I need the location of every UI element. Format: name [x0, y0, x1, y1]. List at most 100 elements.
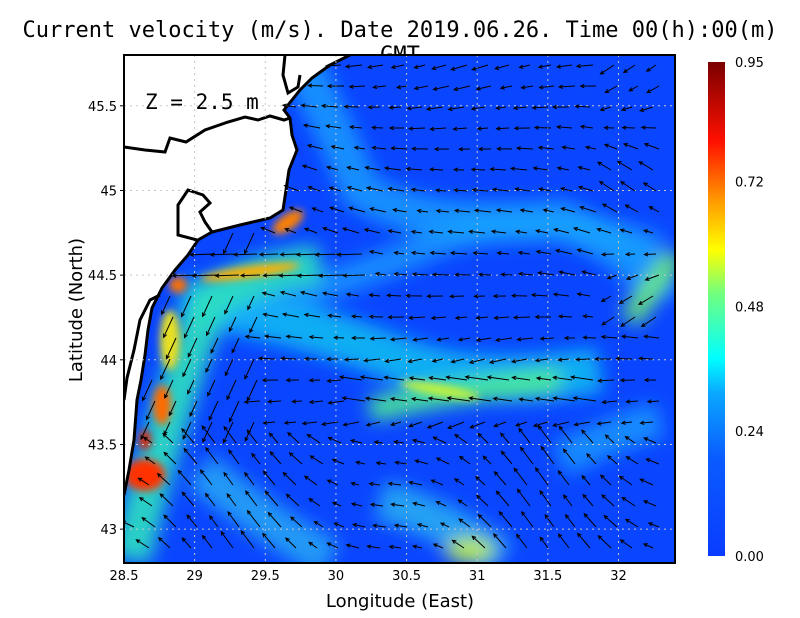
velocity-arrow — [258, 252, 279, 257]
velocity-arrow — [411, 146, 429, 151]
velocity-arrow — [625, 456, 639, 465]
velocity-arrow — [646, 85, 660, 94]
velocity-arrow — [557, 470, 570, 486]
velocity-arrow — [500, 272, 513, 277]
velocity-arrow — [231, 337, 240, 354]
velocity-arrow — [482, 455, 492, 465]
velocity-arrow — [582, 314, 594, 319]
velocity-arrow — [430, 479, 444, 486]
y-tick-label: 43.5 — [88, 438, 117, 453]
velocity-arrow — [344, 64, 363, 69]
velocity-arrow — [308, 378, 321, 383]
velocity-arrow — [491, 187, 510, 192]
velocity-arrow — [388, 125, 405, 131]
velocity-arrow — [395, 84, 408, 90]
velocity-arrow — [581, 270, 597, 276]
velocity-arrow — [553, 227, 570, 234]
velocity-arrow — [642, 182, 657, 192]
velocity-arrow — [326, 479, 339, 486]
velocity-arrow — [407, 315, 426, 320]
velocity-arrow — [232, 252, 258, 257]
velocity-arrow — [350, 314, 363, 319]
velocity-arrow — [471, 64, 489, 71]
velocity-arrow — [227, 511, 240, 528]
velocity-arrow — [530, 292, 549, 298]
velocity-arrow — [288, 206, 303, 213]
velocity-arrow — [576, 292, 591, 297]
velocity-arrow — [563, 335, 576, 341]
velocity-arrow — [328, 186, 342, 192]
velocity-arrow — [537, 145, 555, 150]
colorbar-tick-label: 0.95 — [735, 56, 764, 71]
velocity-arrow — [515, 146, 534, 151]
velocity-arrow — [509, 166, 528, 171]
velocity-arrow — [644, 274, 660, 281]
y-tick-label: 44.5 — [88, 269, 117, 284]
velocity-arrow — [618, 475, 633, 486]
velocity-arrow — [643, 437, 657, 444]
velocity-arrow — [161, 295, 171, 316]
velocity-arrow — [291, 399, 303, 404]
velocity-arrow — [411, 438, 426, 444]
velocity-arrow — [640, 316, 657, 328]
velocity-arrow — [511, 375, 531, 381]
velocity-arrow — [477, 513, 492, 528]
velocity-arrow — [368, 249, 384, 255]
velocity-arrow — [261, 291, 276, 297]
velocity-arrow — [562, 494, 573, 507]
velocity-arrow — [159, 493, 174, 507]
x-axis-label: Longitude (East) — [326, 591, 474, 612]
velocity-arrow — [369, 502, 384, 507]
x-tick-label: 29.5 — [251, 569, 280, 584]
velocity-arrow — [408, 421, 423, 428]
velocity-arrow — [428, 229, 444, 235]
velocity-arrow — [453, 208, 471, 214]
velocity-arrow — [552, 421, 570, 428]
velocity-arrow — [321, 291, 339, 297]
velocity-arrow — [369, 336, 387, 341]
velocity-arrow — [625, 399, 639, 404]
velocity-arrow — [183, 316, 195, 339]
colorbar — [708, 62, 725, 556]
velocity-arrow — [601, 203, 618, 213]
velocity-arrow — [390, 64, 405, 70]
velocity-arrow — [452, 126, 468, 132]
velocity-arrow — [604, 85, 618, 94]
velocity-arrow — [260, 226, 276, 234]
velocity-arrow — [458, 146, 471, 152]
velocity-arrow — [140, 421, 150, 441]
velocity-arrow — [368, 314, 384, 319]
velocity-arrow — [464, 375, 489, 381]
velocity-arrow — [205, 316, 216, 337]
velocity-arrow — [288, 452, 303, 465]
velocity-arrow — [281, 103, 297, 108]
velocity-arrow — [191, 273, 219, 278]
velocity-arrow — [500, 450, 513, 465]
velocity-arrow — [489, 167, 507, 172]
velocity-arrow — [601, 316, 615, 326]
velocity-arrow — [366, 544, 381, 549]
velocity-arrow — [533, 125, 552, 130]
velocity-arrow — [564, 513, 576, 528]
velocity-arrow — [365, 186, 384, 192]
velocity-arrow — [284, 228, 297, 234]
velocity-arrow — [537, 424, 552, 444]
y-tick-label: 45.5 — [88, 100, 117, 115]
velocity-arrow — [538, 187, 552, 192]
velocity-arrow — [454, 433, 468, 444]
velocity-arrow — [603, 125, 615, 130]
x-tick-label: 30.5 — [392, 569, 421, 584]
velocity-arrow — [432, 436, 447, 444]
velocity-arrow — [476, 126, 489, 131]
velocity-arrow — [341, 396, 366, 402]
velocity-arrow — [201, 534, 213, 549]
velocity-arrow — [645, 458, 660, 465]
y-tick-label: 43 — [100, 523, 117, 538]
velocity-arrow — [597, 534, 612, 549]
velocity-arrow — [535, 376, 552, 381]
velocity-arrow — [262, 273, 282, 278]
velocity-arrow — [322, 227, 339, 234]
velocity-arrow — [618, 295, 633, 304]
velocity-arrow — [468, 396, 492, 402]
